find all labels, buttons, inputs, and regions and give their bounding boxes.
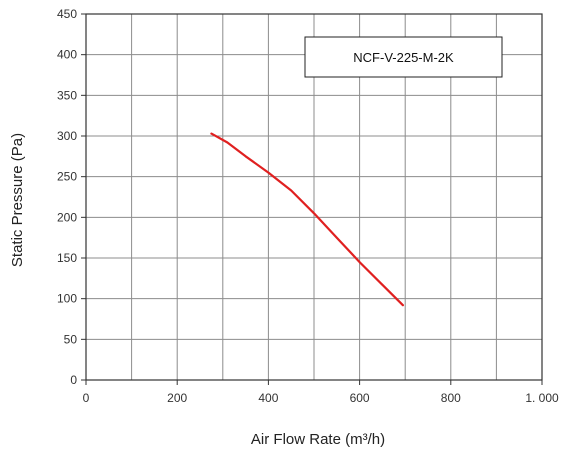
y-tick-label: 0 [70, 373, 77, 387]
x-tick-label: 600 [350, 391, 370, 405]
plot-border [85, 13, 543, 381]
series-line [210, 132, 404, 307]
x-tick-label: 1. 000 [525, 391, 559, 405]
tick-labels: 0 50 100 150 200 250 300 350 400 450 0 200 400 600 800… [57, 7, 559, 405]
y-axis-title: Static Pressure (Pa) [9, 133, 26, 267]
y-tick-label: 350 [57, 88, 77, 102]
y-tick-label: 450 [57, 7, 77, 21]
y-tick-label: 50 [64, 332, 78, 346]
y-tick-label: 250 [57, 170, 77, 184]
x-tick-label: 400 [258, 391, 278, 405]
x-tick-label: 200 [167, 391, 187, 405]
legend-box [304, 36, 503, 78]
y-tick-label: 150 [57, 251, 77, 265]
y-tick-label: 300 [57, 129, 77, 143]
series-layer [210, 132, 404, 307]
plot-frame [85, 13, 543, 381]
x-tick-label: 800 [441, 391, 461, 405]
y-tick-label: 200 [57, 210, 77, 224]
y-tick-label: 100 [57, 292, 77, 306]
x-tick-label: 0 [83, 391, 90, 405]
x-axis-title: Air Flow Rate (m³/h) [251, 431, 385, 448]
legend: NCF-V-225-M-2K [304, 36, 503, 78]
y-tick-label: 400 [57, 48, 77, 62]
legend-entry-label: NCF-V-225-M-2K [353, 50, 454, 65]
